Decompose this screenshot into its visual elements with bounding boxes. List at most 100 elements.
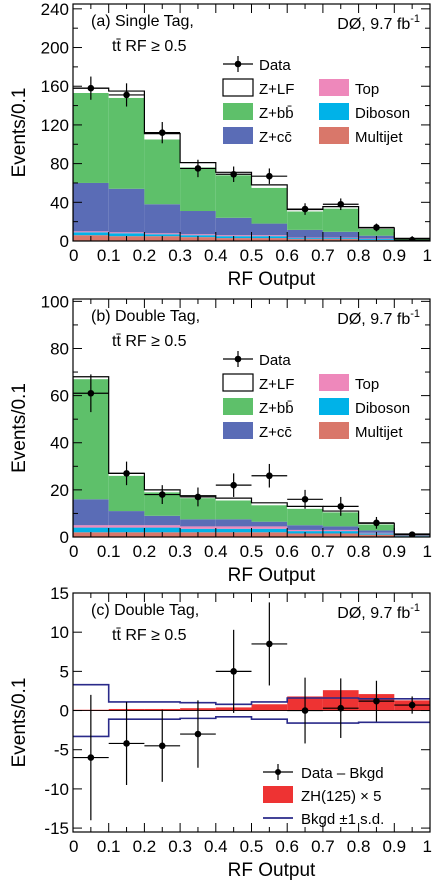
x-tick-label: 0.4 <box>204 837 228 856</box>
data-marker <box>195 731 202 738</box>
data-point-2 <box>144 710 180 782</box>
x-tick-label: 0.5 <box>240 542 264 561</box>
bar-zcc-3 <box>180 211 216 234</box>
bar-zcc-6 <box>287 525 323 530</box>
panel-title: (a) Single Tag, <box>91 13 194 30</box>
bar-zbb-4 <box>216 500 252 519</box>
panel-title: (c) Double Tag, <box>91 602 199 619</box>
bar-zbb-1 <box>109 98 145 189</box>
x-tick-label: 0.7 <box>311 246 335 265</box>
y-tick-label: 0 <box>60 232 69 251</box>
y-tick-label: -5 <box>54 741 69 760</box>
y-tick-label: 10 <box>50 623 69 642</box>
selection-label: tt̄ RF ≥ 0.5 <box>112 333 187 350</box>
legend-label: Diboson <box>355 400 410 417</box>
bar-diboson-2 <box>144 234 180 236</box>
data-point-4 <box>216 473 252 497</box>
bar-zbb-5 <box>252 505 288 521</box>
y-tick-label: 80 <box>50 339 69 358</box>
bar-zcc-0 <box>73 183 109 231</box>
data-marker <box>266 641 273 648</box>
legend-label: Diboson <box>355 105 410 122</box>
legend-data-marker <box>235 61 242 68</box>
y-tick-label: 20 <box>50 481 69 500</box>
data-marker <box>266 472 273 479</box>
data-marker <box>88 754 95 761</box>
legend-label: Z+LF <box>259 376 294 393</box>
bar-top-7 <box>323 530 359 531</box>
x-tick-label: 0.6 <box>275 542 299 561</box>
bar-zcc-1 <box>109 189 145 233</box>
bar-top-6 <box>287 530 323 531</box>
x-tick-label: 0.5 <box>240 837 264 856</box>
bar-diboson-1 <box>109 233 145 236</box>
y-axis-title: Events/0.1 <box>9 678 30 768</box>
data-marker <box>337 503 344 510</box>
y-tick-label: 15 <box>50 584 69 603</box>
legend-label: Multijet <box>355 424 403 441</box>
legend-label: ZH(125) × 5 <box>301 788 381 805</box>
x-tick-label: 0.3 <box>168 837 192 856</box>
legend-swatch <box>223 103 253 120</box>
bar-top-3 <box>180 526 216 528</box>
data-marker <box>230 171 237 178</box>
legend-swatch <box>319 422 349 439</box>
x-tick-label: 0.9 <box>382 837 406 856</box>
x-tick-label: 1 <box>423 837 432 856</box>
data-marker <box>302 496 309 503</box>
data-marker <box>123 740 130 747</box>
bar-zcc-1 <box>109 511 145 525</box>
legend-swatch <box>319 127 349 144</box>
bar-diboson-1 <box>109 528 145 533</box>
legend-label: Data – Bkgd <box>301 765 384 782</box>
x-tick-label: 1 <box>423 542 432 561</box>
legend-swatch <box>223 398 253 415</box>
x-tick-label: 0 <box>69 837 78 856</box>
bar-diboson-0 <box>73 232 109 235</box>
y-tick-label: 160 <box>41 77 69 96</box>
experiment-label: DØ, 9.7 fb-1 <box>337 602 420 622</box>
y-tick-label: 240 <box>41 0 69 19</box>
bar-zbb-0 <box>73 93 109 183</box>
x-tick-label: 0.1 <box>97 542 121 561</box>
data-marker <box>195 494 202 501</box>
x-tick-label: 0.4 <box>204 246 228 265</box>
signal-bar-5 <box>252 704 288 710</box>
x-tick-label: 0.3 <box>168 246 192 265</box>
bar-top-0 <box>73 231 109 232</box>
experiment-label: DØ, 9.7 fb-1 <box>337 13 420 33</box>
experiment-label-sup: -1 <box>410 602 420 614</box>
bar-top-5 <box>252 526 288 528</box>
legend-swatch <box>223 127 253 144</box>
bar-zcc-4 <box>216 519 252 526</box>
data-marker <box>302 206 309 213</box>
x-tick-label: 0.4 <box>204 542 228 561</box>
legend-label: Data <box>259 57 291 74</box>
x-tick-label: 0.6 <box>275 837 299 856</box>
legend-label: Top <box>355 81 379 98</box>
data-marker <box>123 470 130 477</box>
x-tick-label: 0.1 <box>97 837 121 856</box>
legend-data-marker <box>235 356 242 363</box>
x-tick-label: 0.6 <box>275 246 299 265</box>
legend-swatch <box>223 79 253 96</box>
bar-top-3 <box>180 234 216 235</box>
y-tick-label: -10 <box>44 780 69 799</box>
legend-swatch <box>319 79 349 96</box>
data-point-4 <box>216 630 252 713</box>
y-tick-label: -15 <box>44 819 69 838</box>
y-tick-label: 40 <box>50 434 69 453</box>
experiment-label-main: DØ, 9.7 fb <box>337 16 410 33</box>
bar-diboson-5 <box>252 529 288 533</box>
y-axis-title: Events/0.1 <box>9 383 30 473</box>
legend-swatch <box>263 786 293 803</box>
bar-diboson-2 <box>144 528 180 533</box>
legend-label: Multijet <box>355 129 403 146</box>
y-tick-label: 200 <box>41 39 69 58</box>
data-marker <box>195 165 202 172</box>
x-tick-label: 0.2 <box>133 246 157 265</box>
experiment-label-main: DØ, 9.7 fb <box>337 311 410 328</box>
bar-zcc-3 <box>180 519 216 526</box>
